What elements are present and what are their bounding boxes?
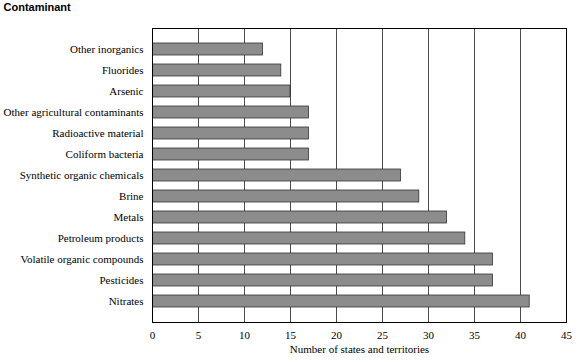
svg-text:20: 20 [331,329,343,341]
svg-text:40: 40 [515,329,527,341]
svg-text:Arsenic: Arsenic [109,85,143,97]
svg-text:Contaminant: Contaminant [4,1,72,13]
svg-text:25: 25 [377,329,389,341]
svg-text:Synthetic organic chemicals: Synthetic organic chemicals [20,169,144,181]
svg-text:Brine: Brine [119,190,144,202]
svg-text:30: 30 [423,329,435,341]
svg-text:Coliform bacteria: Coliform bacteria [66,148,144,160]
svg-text:Nitrates: Nitrates [109,295,144,307]
svg-text:Petroleum products: Petroleum products [58,232,144,244]
svg-text:Number of states and territori: Number of states and territories [290,343,429,355]
svg-text:Radioactive material: Radioactive material [52,127,143,139]
svg-text:0: 0 [150,329,156,341]
svg-text:Fluorides: Fluorides [102,64,144,76]
svg-text:5: 5 [196,329,202,341]
svg-text:45: 45 [561,329,573,341]
svg-text:Other agricultural contaminant: Other agricultural contaminants [4,106,144,118]
svg-text:15: 15 [285,329,297,341]
svg-text:Volatile organic compounds: Volatile organic compounds [20,253,143,265]
svg-text:Metals: Metals [114,211,144,223]
svg-text:Pesticides: Pesticides [100,274,144,286]
svg-text:35: 35 [469,329,481,341]
svg-text:Other inorganics: Other inorganics [70,43,143,55]
svg-text:10: 10 [239,329,251,341]
